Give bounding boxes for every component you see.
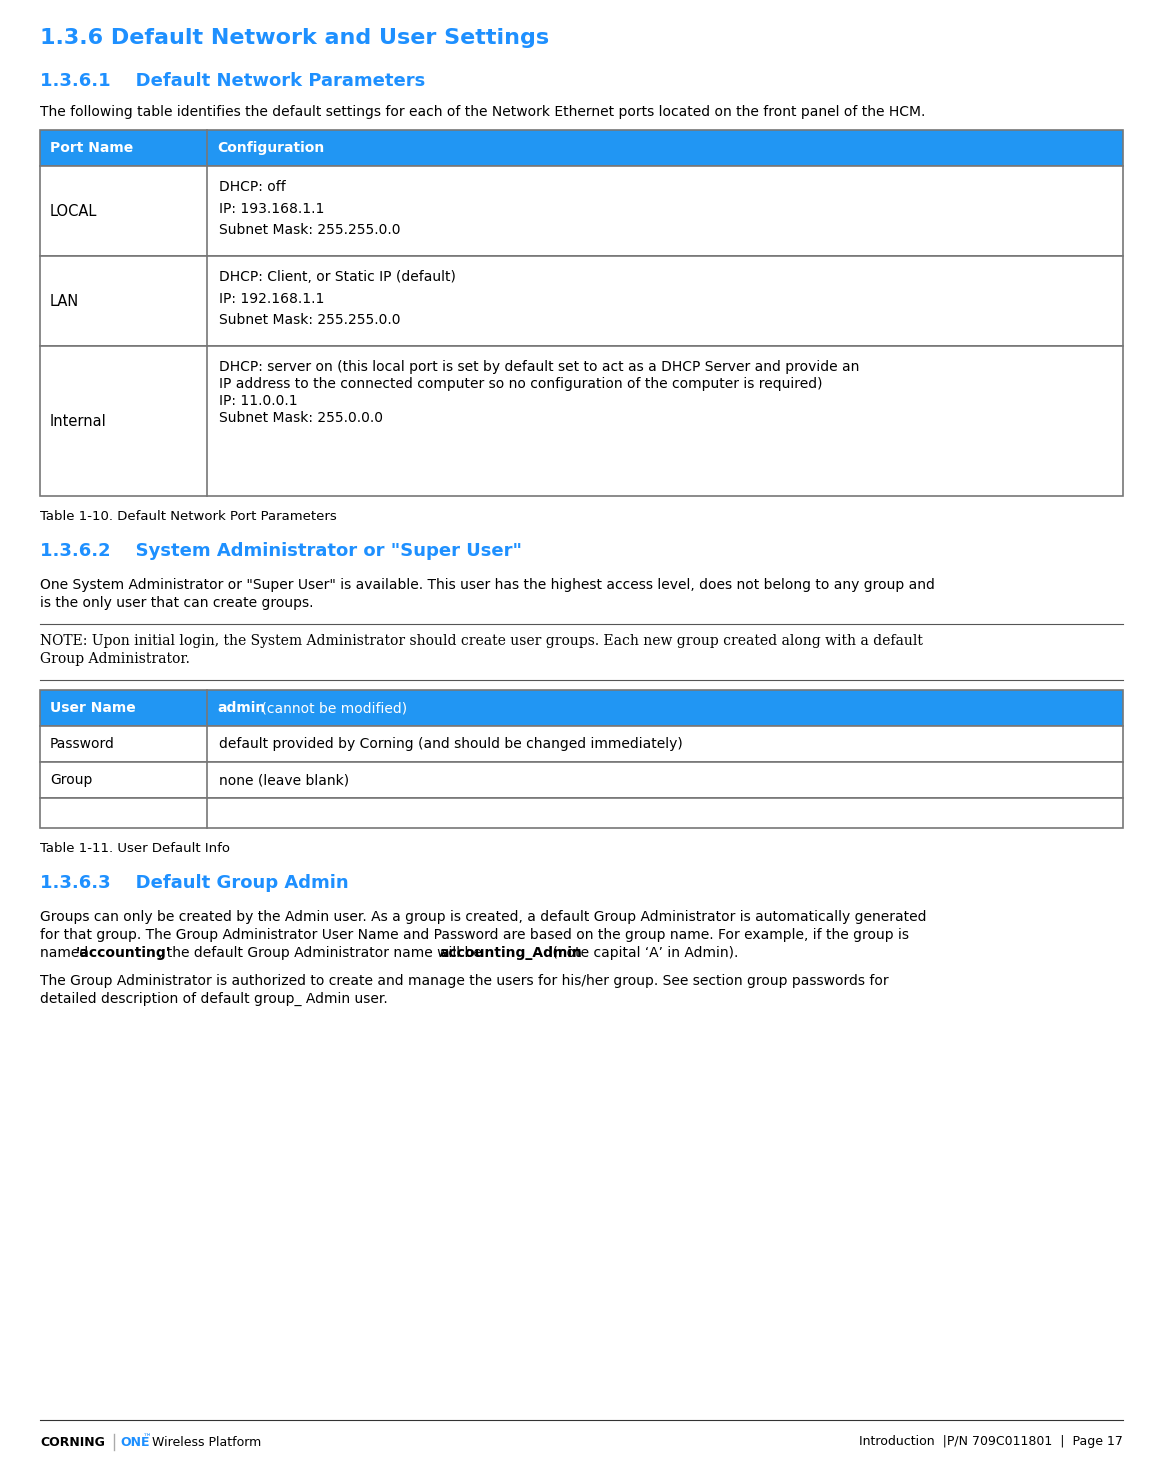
- Text: Password: Password: [50, 737, 115, 751]
- Text: DHCP: server on (this local port is set by default set to act as a DHCP Server a: DHCP: server on (this local port is set …: [219, 360, 859, 374]
- Text: IP address to the connected computer so no configuration of the computer is requ: IP address to the connected computer so …: [219, 377, 822, 390]
- Bar: [40, 167, 1123, 256]
- Text: Group: Group: [50, 773, 92, 787]
- Bar: [40, 130, 1123, 167]
- Text: is the only user that can create groups.: is the only user that can create groups.: [40, 596, 314, 610]
- Text: NOTE: Upon initial login, the System Administrator should create user groups. Ea: NOTE: Upon initial login, the System Adm…: [40, 635, 923, 648]
- Bar: [40, 256, 1123, 346]
- Bar: [40, 346, 1123, 496]
- Text: Port Name: Port Name: [50, 140, 134, 155]
- Text: The following table identifies the default settings for each of the Network Ethe: The following table identifies the defau…: [40, 105, 926, 118]
- Text: Internal: Internal: [50, 414, 107, 428]
- Text: detailed description of default group_ Admin user.: detailed description of default group_ A…: [40, 993, 387, 1006]
- Text: named: named: [40, 946, 93, 961]
- Bar: [40, 690, 1123, 727]
- Text: accounting_Admin: accounting_Admin: [440, 946, 583, 961]
- Text: DHCP: Client, or Static IP (default)
IP: 192.168.1.1
Subnet Mask: 255.255.0.0: DHCP: Client, or Static IP (default) IP:…: [219, 270, 456, 327]
- Text: Introduction  |P/N 709C011801  |  Page 17: Introduction |P/N 709C011801 | Page 17: [859, 1436, 1123, 1449]
- Bar: [40, 727, 1123, 762]
- Text: ONE: ONE: [120, 1436, 150, 1449]
- Text: LOCAL: LOCAL: [50, 203, 98, 218]
- Text: none (leave blank): none (leave blank): [219, 773, 349, 787]
- Text: Table 1-10. Default Network Port Parameters: Table 1-10. Default Network Port Paramet…: [40, 510, 337, 523]
- Text: 1.3.6.2    System Administrator or "Super User": 1.3.6.2 System Administrator or "Super U…: [40, 542, 522, 560]
- Text: for that group. The Group Administrator User Name and Password are based on the : for that group. The Group Administrator …: [40, 928, 909, 942]
- Text: default provided by Corning (and should be changed immediately): default provided by Corning (and should …: [219, 737, 683, 751]
- Text: Group Administrator.: Group Administrator.: [40, 652, 190, 667]
- Text: (note capital ‘A’ in Admin).: (note capital ‘A’ in Admin).: [549, 946, 739, 961]
- Text: Wireless Platform: Wireless Platform: [148, 1436, 262, 1449]
- Text: Groups can only be created by the Admin user. As a group is created, a default G: Groups can only be created by the Admin …: [40, 909, 927, 924]
- Text: DHCP: off
IP: 193.168.1.1
Subnet Mask: 255.255.0.0: DHCP: off IP: 193.168.1.1 Subnet Mask: 2…: [219, 180, 400, 237]
- Text: 'accounting': 'accounting': [76, 946, 171, 961]
- Text: ™: ™: [143, 1434, 152, 1443]
- Text: User Name: User Name: [50, 700, 136, 715]
- Text: IP: 11.0.0.1: IP: 11.0.0.1: [219, 393, 298, 408]
- Text: Table 1-11. User Default Info: Table 1-11. User Default Info: [40, 842, 230, 855]
- Text: admin: admin: [217, 700, 265, 715]
- Text: One System Administrator or "Super User" is available. This user has the highest: One System Administrator or "Super User"…: [40, 577, 935, 592]
- Text: Configuration: Configuration: [217, 140, 324, 155]
- Text: 1.3.6 Default Network and User Settings: 1.3.6 Default Network and User Settings: [40, 28, 549, 48]
- Text: 1.3.6.1    Default Network Parameters: 1.3.6.1 Default Network Parameters: [40, 72, 426, 91]
- Text: , the default Group Administrator name will be: , the default Group Administrator name w…: [158, 946, 486, 961]
- Text: 1.3.6.3    Default Group Admin: 1.3.6.3 Default Group Admin: [40, 874, 349, 892]
- Text: LAN: LAN: [50, 294, 79, 308]
- Bar: [40, 798, 1123, 827]
- Text: Subnet Mask: 255.0.0.0: Subnet Mask: 255.0.0.0: [219, 411, 383, 425]
- Text: (cannot be modified): (cannot be modified): [257, 700, 407, 715]
- Text: CORNING: CORNING: [40, 1436, 105, 1449]
- Bar: [40, 762, 1123, 798]
- Text: The Group Administrator is authorized to create and manage the users for his/her: The Group Administrator is authorized to…: [40, 974, 889, 988]
